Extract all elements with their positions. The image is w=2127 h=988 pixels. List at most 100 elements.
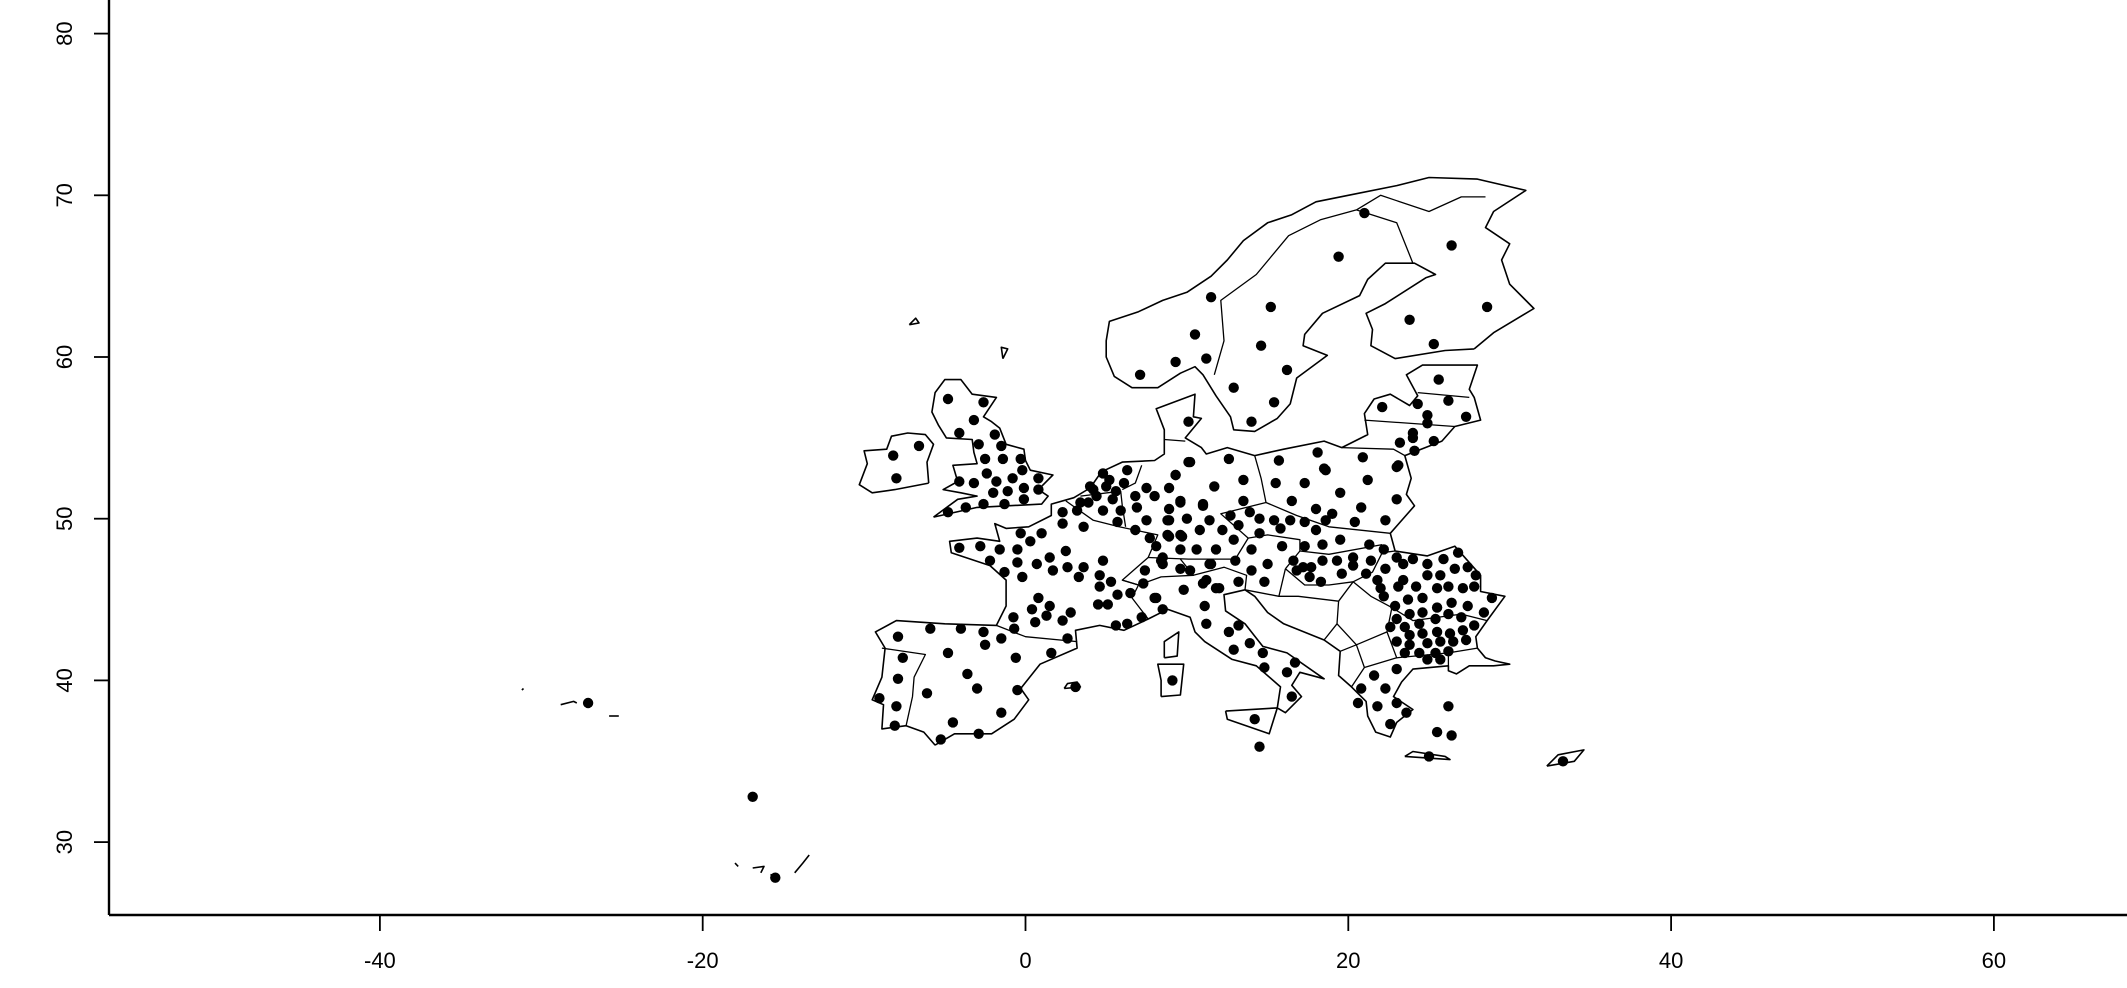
station-point: [1030, 617, 1041, 628]
canary-1: [734, 862, 739, 867]
station-point: [1327, 508, 1338, 519]
border-latvia-lithuania: [1364, 419, 1455, 428]
station-point: [1347, 560, 1359, 571]
corsica-coast: [1163, 631, 1180, 659]
station-point: [1062, 562, 1073, 573]
station-point: [1197, 500, 1209, 511]
y-tick-label: 80: [52, 21, 77, 45]
station-point: [1209, 481, 1220, 492]
station-point: [1335, 487, 1346, 498]
station-point: [1312, 447, 1323, 458]
canary-4: [794, 854, 810, 874]
station-point: [1486, 592, 1498, 604]
station-point: [1380, 683, 1391, 694]
station-point: [1249, 714, 1260, 725]
station-point: [1112, 516, 1123, 528]
border-hungary-south: [1284, 568, 1354, 586]
station-point: [1391, 552, 1402, 563]
station-point: [897, 652, 908, 663]
station-point: [1428, 435, 1440, 447]
station-point: [892, 673, 904, 684]
ireland-coast: [858, 432, 935, 494]
station-point: [1299, 477, 1310, 489]
station-point: [1360, 568, 1372, 579]
station-point: [889, 720, 900, 731]
border-de-dk: [1164, 438, 1186, 442]
station-point: [1031, 558, 1043, 570]
station-point: [1073, 571, 1085, 583]
y-axis-ticks: 30 40 50 60 70 80: [52, 21, 109, 854]
crete-coast: [1404, 750, 1451, 761]
station-point: [1265, 301, 1277, 313]
station-point: [1443, 701, 1454, 712]
x-tick-label: 60: [1982, 948, 2006, 973]
station-point: [1401, 707, 1412, 718]
y-tick-label: 50: [52, 506, 77, 530]
station-point: [1197, 578, 1209, 589]
station-point: [954, 427, 965, 439]
station-point: [1178, 584, 1189, 595]
station-point: [1244, 638, 1256, 649]
border-portugal: [881, 647, 927, 726]
station-point: [1281, 667, 1293, 678]
station-point: [1452, 547, 1464, 558]
station-point: [1414, 647, 1425, 659]
border-slovenia: [1244, 568, 1287, 597]
station-point: [1141, 482, 1152, 494]
station-point: [1433, 374, 1444, 385]
station-point: [994, 544, 1005, 555]
x-tick-label: 20: [1336, 948, 1360, 973]
station-point: [1015, 453, 1026, 465]
station-point: [1041, 610, 1052, 621]
station-point: [1422, 570, 1433, 581]
station-point: [1112, 589, 1123, 600]
station-point: [1062, 633, 1073, 644]
station-point: [1317, 555, 1328, 566]
station-point: [1462, 600, 1473, 612]
station-point: [1414, 618, 1425, 629]
station-point: [1446, 597, 1457, 608]
station-point: [1228, 644, 1239, 655]
station-point: [1205, 292, 1217, 303]
station-point: [1356, 502, 1367, 513]
azores-3: [521, 687, 525, 691]
border-balkans-3: [1336, 623, 1388, 646]
station-point: [1007, 473, 1018, 484]
station-point: [1268, 397, 1280, 408]
station-point: [1244, 507, 1256, 518]
station-point: [1443, 395, 1454, 406]
station-point: [1456, 612, 1467, 623]
station-point: [1118, 477, 1130, 489]
station-point: [1002, 486, 1013, 497]
station-point: [1255, 340, 1267, 351]
station-point: [1070, 681, 1081, 693]
station-point: [1391, 636, 1402, 647]
border-balkans-4: [1339, 644, 1366, 668]
y-tick-label: 70: [52, 183, 77, 207]
station-point: [1163, 531, 1175, 542]
station-point: [1223, 453, 1235, 465]
station-point: [1422, 418, 1433, 429]
station-point: [942, 507, 954, 518]
station-point: [1469, 620, 1480, 631]
station-point: [1228, 382, 1239, 393]
station-point: [1233, 520, 1244, 531]
station-point: [1009, 623, 1020, 634]
station-point: [1131, 502, 1143, 513]
station-point: [1036, 528, 1047, 539]
station-point: [1478, 607, 1490, 618]
station-point: [1286, 495, 1298, 507]
station-point: [1223, 626, 1235, 638]
station-point: [1391, 697, 1402, 709]
station-point: [1349, 516, 1361, 528]
station-point: [1399, 621, 1411, 633]
station-point: [1125, 587, 1136, 599]
station-point: [1163, 482, 1175, 494]
station-point: [1254, 741, 1265, 752]
station-point: [968, 477, 980, 489]
station-point: [1336, 568, 1348, 579]
station-point: [1157, 604, 1168, 615]
station-point: [1460, 634, 1472, 646]
station-point: [1404, 629, 1415, 641]
